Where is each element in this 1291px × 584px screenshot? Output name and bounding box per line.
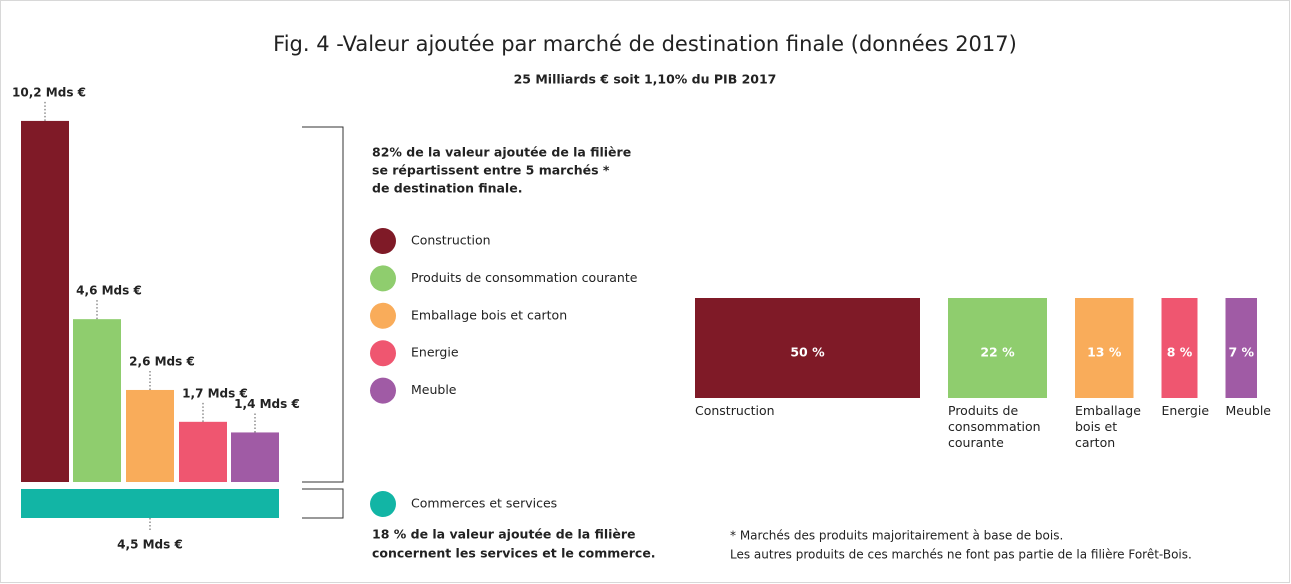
- value-label: 10,2 Mds €: [12, 85, 86, 99]
- legend-swatch: [370, 265, 396, 292]
- bracket: [302, 126, 344, 483]
- value-label: 13 %: [1087, 345, 1122, 360]
- value-label: 50 %: [790, 345, 825, 360]
- proportion-box: [1225, 298, 1257, 398]
- value-label: 8 %: [1167, 345, 1193, 360]
- proportion-box: [695, 298, 920, 398]
- bar: [179, 421, 227, 482]
- category-label: Emballage bois et carton: [1075, 403, 1141, 450]
- annotation: concernent les services et le commerce.: [372, 546, 656, 561]
- legend-label: Construction: [411, 233, 491, 248]
- legend-label: Meuble: [411, 382, 457, 397]
- bar: [231, 432, 279, 482]
- category-label: Construction: [695, 403, 775, 418]
- legend-label: Energie: [411, 345, 459, 360]
- legend-label: Produits de consommation courante: [411, 270, 638, 285]
- legend-swatch: [370, 340, 396, 367]
- value-label: 1,7 Mds €: [182, 386, 248, 400]
- category-label: Energie: [1161, 403, 1210, 418]
- footnote: * Marchés des produits majoritairement à…: [730, 529, 1063, 543]
- annotation: de destination finale.: [372, 181, 522, 196]
- proportion-box: [1161, 298, 1198, 398]
- legend-swatch: [370, 377, 396, 404]
- legend-swatch: [370, 228, 396, 254]
- legend-swatch: [370, 491, 396, 517]
- chart-title: Fig. 4 -Valeur ajoutée par marché de des…: [273, 32, 1017, 56]
- bracket: [302, 488, 344, 519]
- value-label: 1,4 Mds €: [234, 397, 300, 411]
- bar: [21, 489, 279, 518]
- category-label: Meuble: [1225, 403, 1272, 418]
- legend-label: Commerces et services: [411, 496, 557, 511]
- value-label: 7 %: [1228, 345, 1254, 360]
- brackets: [302, 126, 344, 519]
- annotation: 82% de la valeur ajoutée de la filière: [372, 145, 631, 160]
- value-label: 4,6 Mds €: [76, 284, 142, 298]
- value-label: 2,6 Mds €: [129, 354, 195, 368]
- footnote: Les autres produits de ces marchés ne fo…: [730, 548, 1192, 562]
- proportion-box: [1075, 298, 1134, 398]
- bar: [21, 120, 69, 483]
- bar: [73, 319, 121, 482]
- legend-swatch: [370, 302, 396, 329]
- category-label: Produits de consommation courante: [948, 403, 1041, 450]
- bar: [126, 389, 174, 482]
- legend-label: Emballage bois et carton: [411, 307, 567, 322]
- chart-subtitle: 25 Milliards € soit 1,10% du PIB 2017: [514, 72, 777, 87]
- annotation: 18 % de la valeur ajoutée de la filière: [372, 527, 636, 542]
- annotation: se répartissent entre 5 marchés *: [372, 163, 610, 178]
- proportion-box: [948, 298, 1047, 398]
- value-label: 22 %: [980, 345, 1015, 360]
- value-label: 4,5 Mds €: [117, 538, 183, 552]
